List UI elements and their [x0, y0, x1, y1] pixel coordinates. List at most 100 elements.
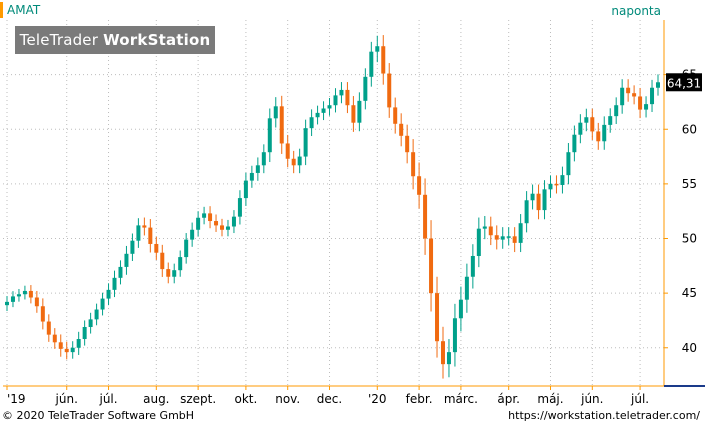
- candle-body: [231, 216, 236, 227]
- candle-body: [518, 223, 523, 243]
- candle-body: [572, 134, 577, 153]
- candle-body: [88, 319, 93, 328]
- x-tick-label: dec.: [317, 392, 342, 406]
- candle-body: [208, 213, 213, 222]
- candle-body: [333, 95, 338, 106]
- x-tick-label: júl.: [98, 392, 117, 406]
- candle-body: [488, 226, 493, 236]
- candle-body: [190, 229, 195, 240]
- last-price-value: 64,31: [667, 76, 701, 90]
- x-tick-label: '19: [7, 392, 26, 406]
- x-tick-label: okt.: [234, 392, 257, 406]
- candle-body: [566, 152, 571, 176]
- copyright-text: © 2020 TeleTrader Software GmbH: [2, 409, 195, 422]
- candle-body: [650, 87, 655, 105]
- x-tick-label: '20: [368, 392, 387, 406]
- y-tick-label: 55: [682, 177, 697, 191]
- candle-body: [261, 152, 266, 166]
- candle-body: [626, 87, 631, 94]
- candle-body: [608, 116, 613, 125]
- candle-body: [76, 339, 81, 348]
- source-url[interactable]: https://workstation.teletrader.com/: [508, 409, 700, 422]
- candle-body: [656, 82, 660, 88]
- x-tick-label: febr.: [406, 392, 433, 406]
- x-tick-label: márc.: [444, 392, 478, 406]
- candle-body: [82, 327, 87, 340]
- teletrader-logo: TeleTrader WorkStation: [15, 26, 215, 54]
- candle-body: [16, 294, 21, 297]
- candle-body: [512, 236, 517, 243]
- candle-body: [590, 117, 595, 132]
- last-price-box: [666, 73, 702, 92]
- candle-body: [387, 73, 392, 108]
- y-tick-label: 50: [682, 232, 697, 246]
- candle-body: [596, 131, 601, 142]
- candle-body: [148, 227, 153, 244]
- candle-body: [339, 89, 344, 96]
- candle-body: [530, 193, 535, 201]
- candle-body: [363, 76, 368, 101]
- candle-body: [584, 117, 589, 123]
- candle-body: [458, 299, 463, 319]
- candle-body: [285, 143, 290, 159]
- candle-body: [548, 183, 553, 190]
- candle-body: [476, 228, 481, 256]
- candle-body: [494, 235, 499, 240]
- candle-body: [196, 217, 201, 230]
- candle-body: [375, 46, 380, 52]
- candle-body: [118, 266, 123, 278]
- candle-body: [381, 46, 386, 74]
- chart-axes: [3, 20, 705, 387]
- candle-body: [429, 238, 434, 294]
- candle-body: [28, 290, 33, 298]
- candle-body: [166, 269, 171, 277]
- candlestick-series: [5, 35, 660, 379]
- candle-body: [435, 293, 440, 342]
- candle-body: [94, 309, 99, 320]
- ticker-marker: [0, 2, 3, 18]
- candle-body: [500, 236, 505, 240]
- candle-body: [357, 100, 362, 123]
- candle-body: [303, 128, 308, 157]
- last-price-tag: 64,31: [666, 73, 702, 92]
- candle-body: [321, 108, 326, 113]
- candle-body: [440, 341, 445, 365]
- candle-body: [578, 122, 583, 135]
- candle-body: [40, 306, 45, 322]
- chart-grid: [3, 20, 664, 386]
- candle-body: [399, 123, 404, 136]
- x-tick-label: máj.: [537, 392, 563, 406]
- candle-body: [34, 297, 39, 307]
- candle-body: [22, 290, 27, 295]
- x-tick-label: jún.: [580, 392, 603, 406]
- candle-body: [536, 193, 541, 211]
- candle-body: [243, 180, 248, 199]
- candle-body: [106, 289, 111, 299]
- interval-label[interactable]: naponta: [611, 4, 661, 18]
- candle-body: [446, 352, 451, 365]
- candle-body: [620, 87, 625, 106]
- x-tick-label: ápr.: [497, 392, 520, 406]
- candle-body: [417, 176, 422, 195]
- candle-body: [393, 107, 398, 124]
- candle-body: [345, 89, 350, 106]
- candle-body: [136, 225, 141, 241]
- candle-body: [273, 106, 278, 119]
- candle-body: [130, 240, 135, 254]
- candle-body: [58, 342, 63, 349]
- candle-body: [100, 298, 105, 310]
- candle-body: [524, 200, 529, 224]
- candle-body: [249, 172, 254, 181]
- candle-body: [160, 252, 165, 270]
- candle-body: [202, 213, 207, 218]
- candle-body: [297, 156, 302, 166]
- candle-body: [46, 321, 51, 335]
- candle-body: [506, 236, 511, 238]
- candle-body: [632, 93, 637, 97]
- y-tick-label: 60: [682, 122, 697, 136]
- candle-body: [614, 105, 619, 117]
- candle-body: [315, 112, 320, 118]
- candle-body: [542, 189, 547, 211]
- candle-body: [327, 105, 332, 109]
